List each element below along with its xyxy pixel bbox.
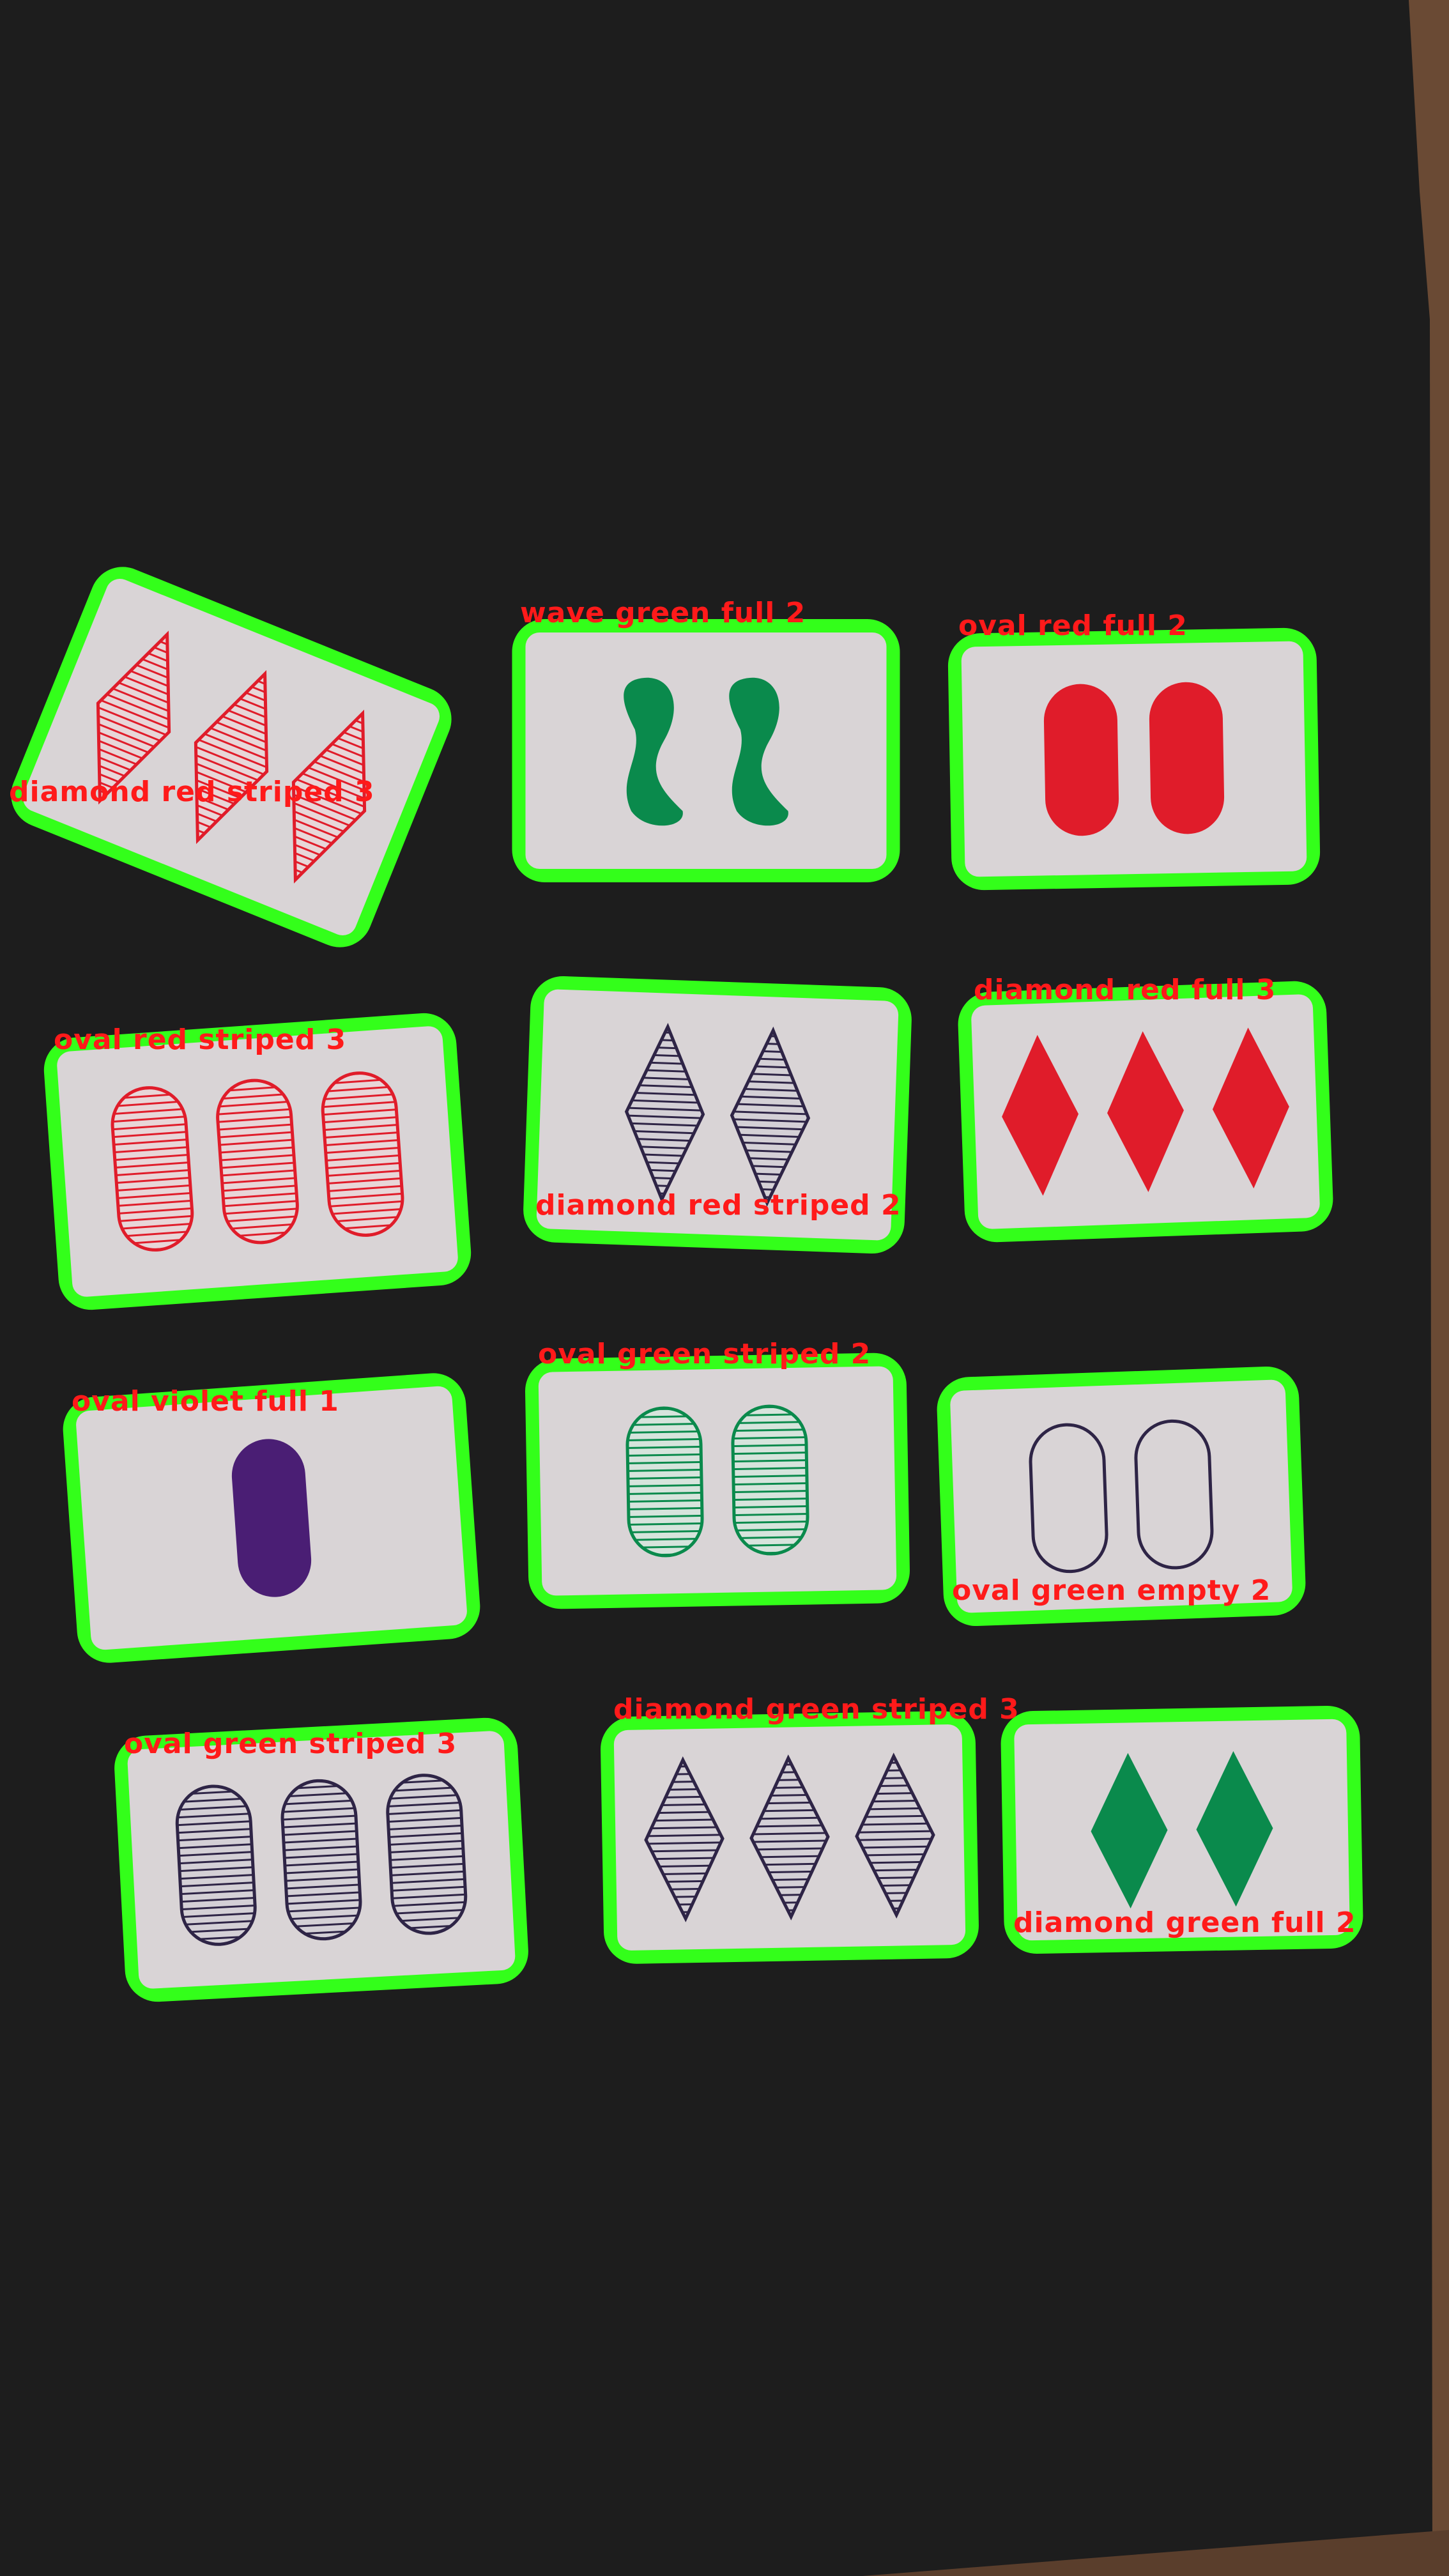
detection-box	[947, 627, 1321, 891]
oval-symbol	[625, 1406, 704, 1558]
card-face	[1014, 1719, 1350, 1941]
diamond-symbol	[624, 1023, 705, 1204]
label-3: oval red striped 3	[54, 1023, 347, 1056]
set-card	[523, 976, 912, 1254]
set-card	[958, 981, 1333, 1243]
label-9: oval green striped 3	[124, 1728, 457, 1760]
card-face	[536, 989, 899, 1241]
wood-floor-right	[1409, 0, 1449, 2576]
set-card	[937, 1366, 1306, 1627]
diamond-symbol	[1091, 1752, 1168, 1909]
label-11: diamond green full 2	[1013, 1906, 1356, 1939]
detection-box	[114, 1717, 528, 2002]
diamond-symbol	[644, 1756, 724, 1922]
card-face	[525, 632, 887, 869]
oval-symbol	[321, 1071, 404, 1237]
detection-box	[958, 981, 1333, 1243]
diamond-symbol	[1002, 1034, 1079, 1196]
detection-box	[11, 567, 452, 947]
oval-symbol	[386, 1774, 468, 1935]
label-5: diamond red full 3	[974, 974, 1276, 1006]
detection-box	[512, 619, 900, 882]
set-card	[114, 1717, 528, 2002]
wave-symbol	[624, 677, 683, 826]
oval-symbol	[1029, 1423, 1108, 1574]
wave-symbol	[729, 677, 788, 826]
diamond-symbol	[1107, 1031, 1184, 1192]
set-card	[601, 1711, 979, 1964]
label-1: wave green full 2	[520, 597, 806, 629]
detection-box	[63, 1373, 480, 1663]
detection-box	[601, 1711, 979, 1964]
label-6: oval violet full 1	[72, 1385, 339, 1418]
detection-box	[523, 976, 912, 1254]
diamond-symbol	[1196, 1751, 1273, 1907]
detection-box	[43, 1013, 471, 1310]
label-8: oval green empty 2	[952, 1574, 1271, 1607]
oval-symbol	[216, 1078, 299, 1245]
diamond-symbol	[291, 709, 367, 884]
detection-box	[937, 1366, 1306, 1627]
set-card	[512, 619, 900, 882]
oval-symbol	[1134, 1419, 1214, 1570]
diamond-symbol	[96, 631, 171, 805]
set-card	[63, 1373, 480, 1663]
oval-symbol	[1043, 684, 1119, 836]
diamond-symbol	[855, 1752, 935, 1919]
oval-symbol	[1149, 682, 1225, 834]
label-10: diamond green striped 3	[613, 1693, 1020, 1726]
card-face	[950, 1379, 1292, 1613]
diamond-symbol	[730, 1026, 811, 1207]
set-card	[43, 1013, 471, 1310]
detection-box	[1000, 1706, 1363, 1954]
label-0: diamond red striped 3	[9, 776, 375, 808]
set-card	[1000, 1706, 1363, 1954]
wood-floor-bottom	[862, 2530, 1449, 2576]
oval-symbol	[731, 1404, 809, 1556]
detection-box	[525, 1353, 910, 1609]
label-4: diamond red striped 2	[535, 1189, 901, 1222]
oval-symbol	[231, 1439, 312, 1597]
set-card	[11, 567, 452, 947]
set-card	[947, 627, 1321, 891]
card-face	[961, 641, 1307, 877]
diamond-symbol	[1212, 1027, 1289, 1189]
oval-symbol	[111, 1086, 194, 1252]
set-card	[525, 1353, 910, 1609]
diamond-symbol	[194, 670, 269, 845]
label-2: oval red full 2	[958, 610, 1188, 642]
diamond-symbol	[749, 1754, 830, 1920]
label-7: oval green striped 2	[538, 1338, 871, 1370]
oval-symbol	[175, 1784, 257, 1946]
card-face	[538, 1366, 897, 1596]
oval-symbol	[280, 1779, 362, 1941]
